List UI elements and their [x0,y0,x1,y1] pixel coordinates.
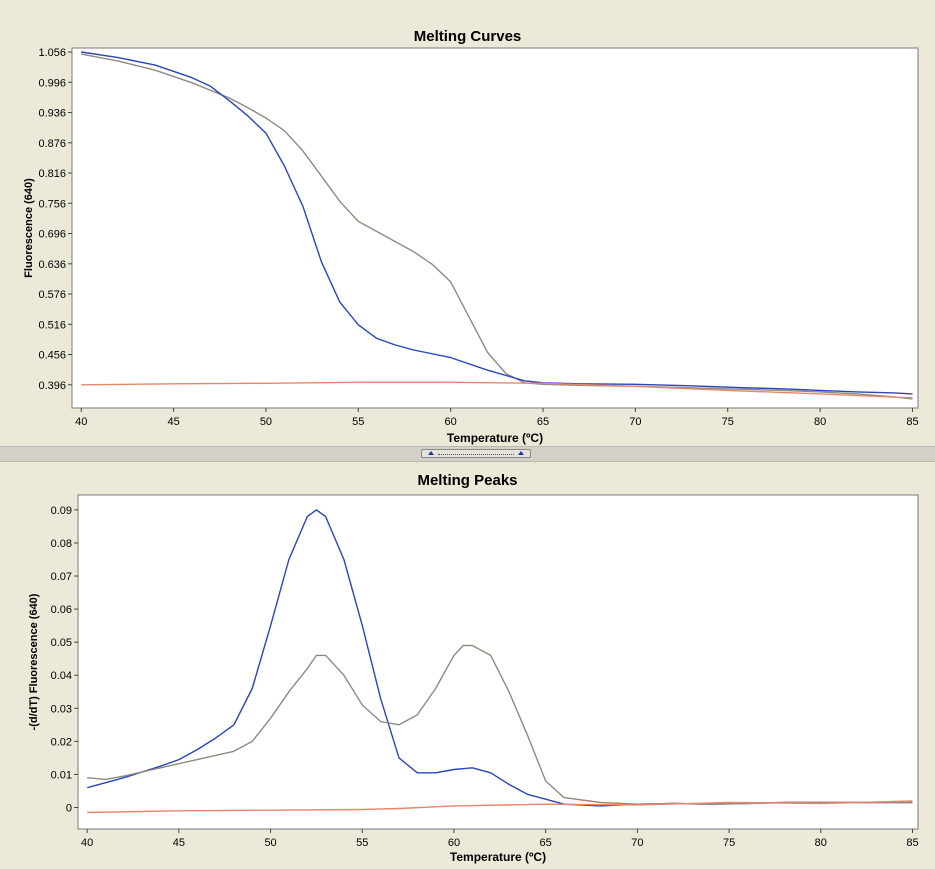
x-tick-label: 75 [722,416,734,428]
x-axis-label: Temperature (ºC) [450,850,546,864]
y-axis-label: Fluorescence (640) [23,178,35,278]
y-tick-label: 0 [66,803,72,815]
x-tick-label: 85 [906,416,918,428]
y-tick-label: 0.456 [38,350,66,362]
y-tick-label: 0.636 [38,259,66,271]
y-tick-label: 0.996 [38,77,66,89]
series-line-2 [87,800,913,814]
chart-title: Melting Peaks [417,472,518,489]
x-tick-label: 40 [75,416,87,428]
y-tick-label: 0.02 [51,736,72,748]
x-tick-label: 50 [264,837,276,849]
arrow-up-icon [428,451,434,455]
y-tick-label: 0.876 [38,138,66,150]
y-tick-label: 0.06 [51,604,72,616]
y-tick-label: 0.05 [51,637,72,649]
x-tick-label: 65 [537,416,549,428]
y-tick-label: 1.056 [38,47,66,59]
x-tick-label: 55 [356,837,368,849]
y-tick-label: 0.696 [38,229,66,241]
x-tick-label: 70 [629,416,641,428]
x-tick-label: 70 [631,837,643,849]
y-tick-label: 0.04 [51,670,72,682]
y-tick-label: 0.07 [51,571,72,583]
chart-title: Melting Curves [413,28,522,45]
y-tick-label: 0.09 [51,505,72,517]
splitter-bar[interactable] [0,446,935,462]
x-tick-label: 80 [814,416,826,428]
plot-area [71,47,919,409]
plot-area [77,494,919,830]
y-tick-label: 0.396 [38,380,66,392]
x-tick-label: 45 [173,837,185,849]
x-tick-label: 55 [352,416,364,428]
melting-peaks-panel: Melting Peaks 0.09 0.08 0.07 0.06 0.05 0.04 0.… [0,462,935,869]
x-tick-label: 75 [723,837,735,849]
x-tick-label: 60 [448,837,460,849]
series-line-1 [81,51,913,395]
x-tick-label: 45 [167,416,179,428]
y-tick-label: 0.756 [38,198,66,210]
x-tick-label: 65 [540,837,552,849]
grip-dots [438,454,514,455]
x-tick-label: 85 [906,837,918,849]
y-tick-label: 0.516 [38,319,66,331]
x-axis-label: Temperature (ºC) [447,431,543,445]
x-tick-label: 40 [81,837,93,849]
x-tick-label: 60 [445,416,457,428]
x-tick-label: 50 [260,416,272,428]
y-tick-label: 0.576 [38,289,66,301]
series-line-2 [81,381,913,399]
melting-peaks-chart: 0.09 0.08 0.07 0.06 0.05 0.04 0.03 0.02 0.01 0 40 4… [28,494,919,864]
y-tick-label: 0.03 [51,703,72,715]
arrow-up-icon [518,451,524,455]
melting-curves-panel: Melting Curves 1.056 0.996 0.936 0.876 0.816… [23,28,919,445]
melting-curves-chart: 1.056 0.996 0.936 0.876 0.816 0.756 0.696 0.636… [23,47,919,445]
y-tick-label: 0.08 [51,538,72,550]
y-axis-label: -(d/dT) Fluorescence (640) [28,593,40,730]
y-tick-label: 0.01 [51,769,72,781]
series-line-1 [87,644,913,805]
y-tick-label: 0.936 [38,108,66,120]
splitter-handle[interactable] [421,449,531,458]
series-line-0 [81,53,913,400]
y-tick-label: 0.816 [38,168,66,180]
x-tick-label: 80 [815,837,827,849]
